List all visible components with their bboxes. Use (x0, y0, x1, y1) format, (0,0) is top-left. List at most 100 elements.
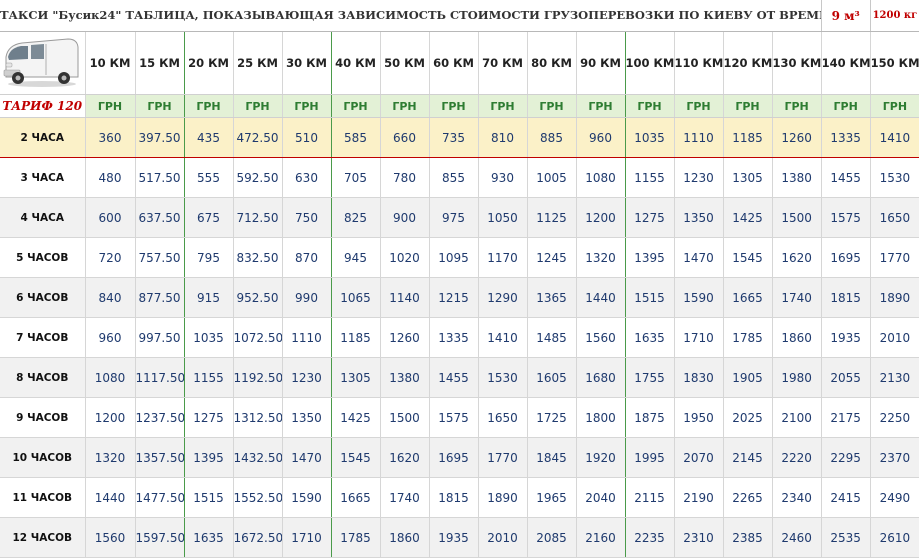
distance-header: 140 КМ (820, 31, 871, 95)
price-cell: 1395 (624, 237, 674, 278)
price-cell: 1597.50 (134, 517, 184, 558)
hours-label: 10 ЧАСОВ (0, 437, 85, 478)
price-cell: 960 (575, 117, 625, 158)
price-cell: 660 (379, 117, 429, 158)
price-cell: 1050 (477, 197, 527, 238)
distance-header: 25 КМ (232, 31, 282, 95)
price-cell: 1515 (624, 277, 674, 318)
weight-label: 1200 кг (870, 0, 919, 32)
price-cell: 1185 (722, 117, 772, 158)
price-cell: 1230 (281, 357, 331, 398)
price-cell: 1005 (526, 157, 576, 198)
price-cell: 2010 (869, 317, 919, 358)
price-cell: 1185 (330, 317, 380, 358)
price-cell: 1905 (722, 357, 772, 398)
price-cell: 870 (281, 237, 331, 278)
price-cell: 1440 (575, 277, 625, 318)
price-cell: 1305 (330, 357, 380, 398)
table-row: 8 ЧАСОВ 1080 1117.50 1155 1192.50 1230 1305 138… (0, 357, 919, 398)
price-cell: 1665 (722, 277, 772, 318)
price-cell: 1785 (330, 517, 380, 558)
price-cell: 1530 (869, 157, 919, 198)
price-cell: 1830 (673, 357, 723, 398)
price-cell: 1560 (84, 517, 135, 558)
price-cell: 1710 (281, 517, 331, 558)
distance-header: 15 КМ (134, 31, 184, 95)
currency-unit: ГРН (134, 94, 184, 118)
hours-label: 9 ЧАСОВ (0, 397, 85, 438)
price-cell: 585 (330, 117, 380, 158)
price-cell: 1425 (722, 197, 772, 238)
price-cell: 2190 (673, 477, 723, 518)
price-cell: 2070 (673, 437, 723, 478)
price-cell: 1117.50 (134, 357, 184, 398)
price-cell: 1200 (84, 397, 135, 438)
price-cell: 2085 (526, 517, 576, 558)
price-cell: 1275 (624, 197, 674, 238)
price-cell: 1980 (771, 357, 822, 398)
price-cell: 397.50 (134, 117, 184, 158)
price-cell: 1155 (624, 157, 674, 198)
unit-row: ТАРИФ 120 ГРН ГРН ГРН ГРН ГРН ГРН ГРН ГРН ГРН ГРН… (0, 94, 919, 118)
price-cell: 855 (428, 157, 478, 198)
price-cell: 1410 (477, 317, 527, 358)
table-row: 7 ЧАСОВ 960 997.50 1035 1072.50 1110 1185 1260 1… (0, 317, 919, 358)
price-cell: 1455 (820, 157, 871, 198)
price-cell: 712.50 (232, 197, 282, 238)
price-cell: 750 (281, 197, 331, 238)
price-cell: 795 (183, 237, 233, 278)
price-cell: 1875 (624, 397, 674, 438)
price-cell: 2385 (722, 517, 772, 558)
currency-unit: ГРН (84, 94, 135, 118)
hours-label: 5 ЧАСОВ (0, 237, 85, 278)
price-cell: 2340 (771, 477, 822, 518)
distance-header: 80 КМ (526, 31, 576, 95)
price-cell: 637.50 (134, 197, 184, 238)
price-cell: 1470 (281, 437, 331, 478)
price-cell: 2610 (869, 517, 919, 558)
table-row: 10 ЧАСОВ 1320 1357.50 1395 1432.50 1470 1545 16… (0, 437, 919, 478)
hours-label: 3 ЧАСА (0, 157, 85, 198)
table-row: 11 ЧАСОВ 1440 1477.50 1515 1552.50 1590 1665 17… (0, 477, 919, 518)
currency-unit: ГРН (722, 94, 772, 118)
price-cell: 1590 (673, 277, 723, 318)
price-cell: 1260 (379, 317, 429, 358)
price-cell: 360 (84, 117, 135, 158)
price-cell: 1635 (183, 517, 233, 558)
price-cell: 1485 (526, 317, 576, 358)
price-cell: 1192.50 (232, 357, 282, 398)
price-cell: 930 (477, 157, 527, 198)
price-cell: 1515 (183, 477, 233, 518)
price-cell: 1605 (526, 357, 576, 398)
price-cell: 975 (428, 197, 478, 238)
price-cell: 1845 (526, 437, 576, 478)
price-cell: 1740 (771, 277, 822, 318)
price-cell: 945 (330, 237, 380, 278)
price-cell: 1672.50 (232, 517, 282, 558)
price-cell: 2100 (771, 397, 822, 438)
currency-unit: ГРН (869, 94, 919, 118)
price-cell: 1965 (526, 477, 576, 518)
price-cell: 1312.50 (232, 397, 282, 438)
price-cell: 1432.50 (232, 437, 282, 478)
currency-unit: ГРН (477, 94, 527, 118)
price-cell: 2235 (624, 517, 674, 558)
price-cell: 832.50 (232, 237, 282, 278)
price-cell: 2040 (575, 477, 625, 518)
price-cell: 1305 (722, 157, 772, 198)
price-cell: 780 (379, 157, 429, 198)
table-row: 4 ЧАСА 600 637.50 675 712.50 750 825 900 975 1050… (0, 197, 919, 238)
price-cell: 1890 (869, 277, 919, 318)
price-cell: 2160 (575, 517, 625, 558)
currency-unit: ГРН (281, 94, 331, 118)
price-cell: 1545 (722, 237, 772, 278)
price-cell: 2010 (477, 517, 527, 558)
price-cell: 2130 (869, 357, 919, 398)
price-cell: 2370 (869, 437, 919, 478)
price-cell: 1620 (379, 437, 429, 478)
price-cell: 1335 (428, 317, 478, 358)
price-cell: 472.50 (232, 117, 282, 158)
price-cell: 1785 (722, 317, 772, 358)
currency-unit: ГРН (624, 94, 674, 118)
